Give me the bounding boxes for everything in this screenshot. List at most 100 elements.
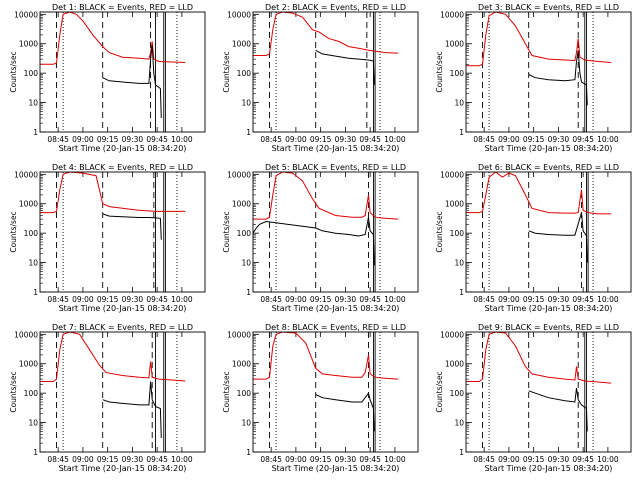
time-markers [56,12,178,132]
time-markers [482,172,594,292]
lld-series-line [253,172,399,220]
y-axis-label: Counts/sec [222,371,231,412]
y-tick-label: 100 [450,229,465,238]
time-markers [269,332,381,452]
x-tick-label: 08:45 [47,295,69,304]
events-series-line [528,212,588,263]
x-tick-label: 09:30 [122,455,144,464]
series-group [40,12,186,119]
x-tick-label: 10:00 [597,295,619,304]
x-tick-label: 08:45 [260,135,282,144]
panel-title: Det 2: BLACK = Events, RED = LLD [265,3,406,12]
y-axis-label: Counts/sec [9,51,18,92]
events-series-line [315,49,375,85]
y-tick-label: 10000 [440,170,464,179]
y-tick-label: 10000 [440,330,464,339]
y-tick-label: 100 [450,69,465,78]
y-tick-label: 10000 [227,330,251,339]
y-axis-label: Counts/sec [435,211,444,252]
x-tick-label: 09:15 [97,455,119,464]
x-tick-label: 10:00 [171,455,193,464]
x-tick-label: 09:30 [548,295,570,304]
events-series-line [253,217,375,266]
y-tick-label: 1 [459,448,464,457]
y-tick-label: 100 [237,389,252,398]
series-group [253,332,399,432]
y-tick-label: 1000 [19,360,38,369]
events-series-line [528,50,588,106]
x-tick-label: 10:00 [384,295,406,304]
time-markers [482,12,594,132]
detector-panel-9: Det 9: BLACK = Events, RED = LLD 1 10 100 10… [435,323,632,473]
x-tick-label: 09:45 [572,295,594,304]
x-tick-label: 09:15 [523,135,545,144]
x-axis-label: Start Time (20-Jan-15 08:34:20) [485,304,613,313]
y-axis-label: Counts/sec [435,51,444,92]
y-tick-label: 1000 [445,360,464,369]
y-tick-label: 10000 [14,170,38,179]
series-group [40,332,186,439]
y-tick-label: 1 [246,288,251,297]
series-group [253,12,399,85]
detector-panel-8: Det 8: BLACK = Events, RED = LLD 1 10 100 10… [222,323,419,473]
lld-series-line [40,12,186,65]
plot-frame [252,331,419,453]
lld-series-line [466,12,612,67]
plot-frame [39,171,206,293]
y-tick-label: 10000 [227,170,251,179]
x-tick-label: 10:00 [384,135,406,144]
y-tick-label: 1000 [19,40,38,49]
y-tick-label: 10 [241,99,251,108]
x-tick-label: 09:15 [310,135,332,144]
y-axis-label: Counts/sec [222,51,231,92]
x-tick-label: 10:00 [597,135,619,144]
y-tick-label: 10 [28,99,38,108]
events-series-line [315,392,375,432]
detector-panel-2: Det 2: BLACK = Events, RED = LLD 1 10 100 10… [222,3,419,153]
x-tick-label: 09:30 [548,135,570,144]
x-tick-label: 09:45 [146,295,168,304]
x-tick-label: 09:30 [122,135,144,144]
y-axis-label: Counts/sec [222,211,231,252]
x-axis-label: Start Time (20-Jan-15 08:34:20) [272,144,400,153]
series-group [40,172,186,240]
lld-series-line [466,332,612,384]
y-tick-label: 1000 [19,200,38,209]
detector-panel-4: Det 4: BLACK = Events, RED = LLD 1 10 100 10… [9,163,206,313]
panel-title: Det 6: BLACK = Events, RED = LLD [478,163,619,172]
x-tick-label: 09:15 [523,295,545,304]
x-tick-label: 09:15 [310,295,332,304]
panel-title: Det 5: BLACK = Events, RED = LLD [265,163,406,172]
series-group [253,172,399,266]
y-tick-label: 1000 [232,200,251,209]
time-markers [56,332,178,452]
x-tick-label: 09:45 [572,455,594,464]
x-tick-label: 08:45 [473,295,495,304]
y-tick-label: 10000 [14,330,38,339]
detector-panel-5: Det 5: BLACK = Events, RED = LLD 1 10 100 10… [222,163,419,313]
y-axis-label: Counts/sec [9,371,18,412]
x-tick-label: 09:00 [285,455,307,464]
y-tick-label: 100 [237,229,252,238]
y-tick-label: 10000 [440,10,464,19]
time-markers [56,172,178,292]
x-tick-label: 08:45 [260,295,282,304]
y-tick-label: 1 [33,448,38,457]
plot-frame [39,331,206,453]
x-tick-label: 09:15 [97,295,119,304]
events-series-line [528,387,588,432]
panel-title: Det 8: BLACK = Events, RED = LLD [265,323,406,332]
plot-frame [465,171,632,293]
events-series-line [102,45,162,119]
x-tick-label: 09:30 [335,455,357,464]
y-tick-label: 10000 [14,10,38,19]
x-tick-label: 09:45 [572,135,594,144]
detector-panel-7: Det 7: BLACK = Events, RED = LLD 1 10 100 10… [9,323,206,473]
x-tick-label: 09:00 [72,135,94,144]
y-axis-label: Counts/sec [9,211,18,252]
detector-panel-1: Det 1: BLACK = Events, RED = LLD 1 10 100 10… [9,3,206,153]
y-tick-label: 10 [28,259,38,268]
y-tick-label: 10 [241,259,251,268]
x-tick-label: 09:00 [285,135,307,144]
plot-frame [252,171,419,293]
